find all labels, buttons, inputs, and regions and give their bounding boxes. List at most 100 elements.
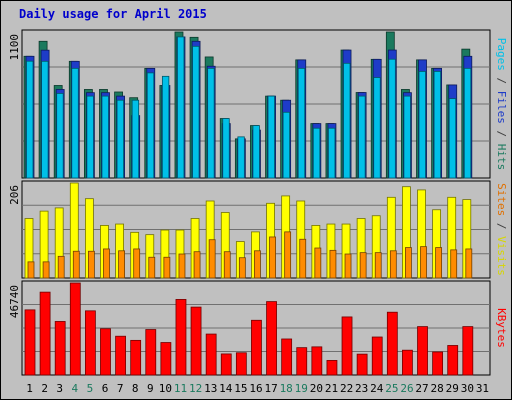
- pages-bar: [343, 62, 351, 179]
- pages-bar: [26, 60, 34, 179]
- pages-bar: [433, 71, 442, 179]
- chart-panels: 1100 Pages / Files / Hits 206 Sites / Visit…: [8, 29, 508, 376]
- x-tick-label: 27: [415, 382, 428, 395]
- kbytes-bar: [356, 353, 368, 376]
- sites-bar: [254, 250, 261, 279]
- x-tick-label: 11: [174, 382, 187, 395]
- x-tick-label: 4: [72, 382, 79, 395]
- sites-bar: [299, 238, 307, 279]
- sites-bar: [374, 252, 382, 279]
- sites-bar: [269, 236, 276, 279]
- panel-bot: 46740 KBytes: [8, 280, 508, 376]
- pages-bar: [116, 99, 124, 179]
- legend-item: /: [495, 216, 508, 236]
- x-tick-label: 29: [446, 382, 459, 395]
- kbytes-bar: [24, 309, 36, 376]
- pages-bar: [282, 111, 291, 179]
- kbytes-bar: [386, 311, 398, 376]
- x-tick-label: 28: [431, 382, 444, 395]
- sites-bar: [420, 246, 427, 279]
- pages-bar: [358, 95, 366, 179]
- panel-top: 1100 Pages / Files / Hits: [8, 29, 508, 179]
- sites-bar: [314, 247, 322, 279]
- x-tick-label: 5: [87, 382, 94, 395]
- legend-bot: KBytes: [495, 308, 508, 348]
- x-tick-label: 26: [400, 382, 413, 395]
- kbytes-bar: [69, 282, 81, 376]
- kbytes-bar: [281, 338, 293, 376]
- pages-bar: [161, 75, 170, 179]
- sites-bar: [223, 251, 231, 279]
- x-tick-label: 8: [132, 382, 139, 395]
- x-tick-label: 24: [370, 382, 384, 395]
- kbytes-bar: [175, 299, 187, 376]
- pages-bar: [373, 77, 381, 179]
- pages-bar: [222, 118, 230, 179]
- kbytes-bar: [371, 336, 383, 376]
- y-axis-max-label: 206: [8, 185, 21, 205]
- legend-item: Sites: [495, 183, 508, 216]
- kbytes-bar: [130, 339, 142, 376]
- kbytes-bar: [266, 301, 277, 376]
- sites-bar: [42, 261, 50, 279]
- x-tick-label: 9: [147, 382, 154, 395]
- sites-bar: [284, 231, 292, 279]
- sites-bar: [405, 247, 412, 279]
- kbytes-bar: [296, 347, 308, 376]
- kbytes-bar: [160, 342, 172, 376]
- sites-bar: [208, 239, 216, 279]
- legend-item: /: [495, 71, 508, 91]
- sites-bar: [344, 253, 352, 279]
- x-tick-label: 6: [102, 382, 109, 395]
- x-tick-label: 15: [234, 382, 247, 395]
- sites-bar: [133, 248, 141, 279]
- sites-bar: [163, 256, 171, 279]
- pages-bar: [388, 58, 396, 179]
- legend-item: Hits: [495, 144, 508, 171]
- pages-bar: [192, 45, 200, 179]
- pages-bar: [56, 93, 64, 179]
- pages-bar: [418, 71, 426, 179]
- pages-bar: [463, 67, 472, 179]
- pages-bar: [328, 127, 336, 179]
- x-tick-label: 14: [219, 382, 233, 395]
- x-tick-label: 12: [189, 382, 202, 395]
- sites-bar: [389, 250, 397, 279]
- kbytes-bar: [115, 335, 126, 376]
- sites-bar: [359, 252, 367, 279]
- kbytes-bar: [220, 353, 232, 376]
- x-tick-label: 10: [159, 382, 172, 395]
- pages-bar: [237, 136, 245, 179]
- kbytes-bar: [84, 310, 96, 376]
- x-tick-label: 19: [295, 382, 308, 395]
- sites-bar: [435, 247, 443, 279]
- kbytes-bar: [39, 291, 51, 376]
- sites-bar: [72, 250, 80, 279]
- x-tick-label: 17: [264, 382, 277, 395]
- x-tick-label: 30: [461, 382, 474, 395]
- kbytes-bar: [54, 321, 66, 376]
- x-tick-label: 7: [117, 382, 124, 395]
- sites-bar: [329, 249, 337, 279]
- kbytes-bar: [190, 306, 202, 376]
- kbytes-bar: [432, 351, 444, 376]
- pages-bar: [312, 127, 321, 179]
- y-axis-max-label: 46740: [8, 285, 21, 318]
- sites-bar: [465, 248, 473, 279]
- sites-bar: [450, 249, 458, 279]
- kbytes-bar: [341, 316, 353, 376]
- pages-bar: [297, 67, 306, 179]
- legend-mid: Sites / Visits: [495, 183, 508, 276]
- pages-bar: [86, 95, 94, 179]
- kbytes-bar: [402, 349, 413, 376]
- pages-bar: [252, 125, 260, 179]
- sites-bar: [103, 248, 110, 279]
- kbytes-bar: [311, 346, 323, 376]
- sites-bar: [87, 250, 95, 279]
- sites-bar: [27, 261, 35, 279]
- y-axis-max-label: 1100: [8, 34, 21, 61]
- x-tick-label: 18: [280, 382, 293, 395]
- kbytes-bar: [145, 329, 157, 376]
- legend-item: Files: [495, 91, 508, 124]
